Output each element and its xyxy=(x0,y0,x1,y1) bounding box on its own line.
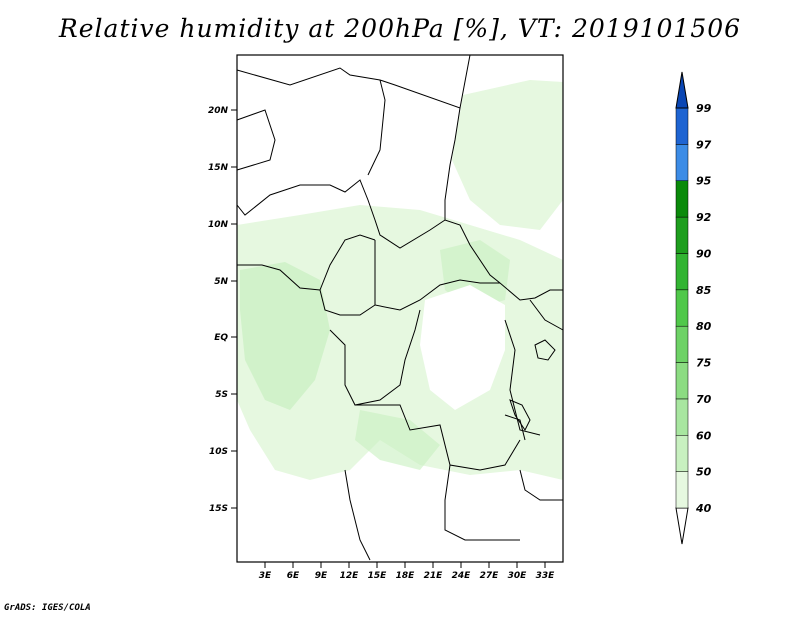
lon-tick-label: 24E xyxy=(452,571,472,581)
border-line xyxy=(519,469,563,501)
colorbar: 40 50 60 70 75 80 85 90 92 95 97 99 xyxy=(675,71,712,545)
lon-tick-label: 33E xyxy=(536,571,556,581)
border-line xyxy=(319,289,376,316)
colorbar-block xyxy=(675,362,689,400)
colorbar-label: 85 xyxy=(696,284,712,297)
lon-tick-label: 15E xyxy=(368,571,388,581)
border-line xyxy=(444,107,461,220)
colorbar-block xyxy=(675,144,689,181)
lat-tick-label: 5N xyxy=(214,277,228,287)
colorbar-block xyxy=(675,289,689,327)
humidity-band-north xyxy=(452,80,563,230)
humidity-hole-center xyxy=(420,285,505,410)
border-line xyxy=(329,309,421,406)
colorbar-block xyxy=(675,398,689,436)
border-line xyxy=(355,404,521,471)
border-line xyxy=(236,109,276,171)
colorbar-arrow-high xyxy=(675,71,689,109)
border-line xyxy=(319,234,376,291)
colorbar-block xyxy=(675,253,689,291)
lon-tick-label: 3E xyxy=(259,571,272,581)
lon-tick-label: 12E xyxy=(340,571,360,581)
lon-tick-label: 6E xyxy=(287,571,300,581)
colorbar-block xyxy=(675,216,689,254)
colorbar-label: 95 xyxy=(696,175,712,188)
colorbar-label: 75 xyxy=(696,357,712,370)
colorbar-label: 80 xyxy=(696,320,712,333)
border-line xyxy=(367,79,386,176)
colorbar-label: 50 xyxy=(696,466,712,479)
colorbar-label: 70 xyxy=(696,393,712,406)
colorbar-label: 99 xyxy=(696,102,712,115)
border-line xyxy=(504,414,526,441)
lon-axis: 3E 6E 9E 12E 15E 18E 21E 24E 27E 30E 33E xyxy=(259,562,555,581)
border-line xyxy=(237,264,321,291)
border-line xyxy=(529,299,564,331)
border-line xyxy=(236,54,471,109)
lake-outline xyxy=(534,339,556,361)
credit-label: GrADS: IGES/COLA xyxy=(4,603,91,613)
colorbar-block xyxy=(675,107,689,145)
colorbar-label: 97 xyxy=(696,138,712,151)
colorbar-block xyxy=(675,325,689,363)
colorbar-label: 92 xyxy=(696,211,712,224)
humidity-patch-south xyxy=(355,410,440,470)
border-line xyxy=(236,179,563,301)
map-frame xyxy=(236,54,564,563)
lon-tick-label: 21E xyxy=(424,571,444,581)
lon-tick-label: 30E xyxy=(508,571,528,581)
country-borders xyxy=(236,54,564,561)
colorbar-block xyxy=(675,180,689,218)
lat-tick-label: EQ xyxy=(214,333,228,343)
lat-tick-label: 20N xyxy=(208,106,229,116)
border-line xyxy=(374,240,500,311)
lat-tick-label: 10S xyxy=(209,447,228,457)
humidity-field xyxy=(237,80,563,480)
colorbar-label: 60 xyxy=(696,429,712,442)
map-title: Relative humidity at 200hPa [%], VT: 201… xyxy=(58,14,742,43)
colorbar-label: 90 xyxy=(696,247,712,260)
lon-tick-label: 18E xyxy=(396,571,416,581)
lake-outline xyxy=(509,399,531,431)
border-line xyxy=(504,319,541,436)
border-line xyxy=(344,469,371,561)
colorbar-arrow-low xyxy=(675,507,689,545)
lon-tick-label: 9E xyxy=(315,571,328,581)
lon-tick-label: 27E xyxy=(480,571,500,581)
colorbar-block xyxy=(675,435,689,472)
lat-axis: 20N 15N 10N 5N EQ 5S 10S 15S xyxy=(208,106,237,514)
colorbar-label: 40 xyxy=(695,502,712,515)
lat-tick-label: 15N xyxy=(208,163,229,173)
humidity-patch-west xyxy=(240,262,330,410)
lat-tick-label: 5S xyxy=(215,390,228,400)
colorbar-block xyxy=(675,471,689,509)
border-line xyxy=(444,464,520,541)
lat-tick-label: 15S xyxy=(209,504,228,514)
lat-tick-label: 10N xyxy=(208,220,229,230)
